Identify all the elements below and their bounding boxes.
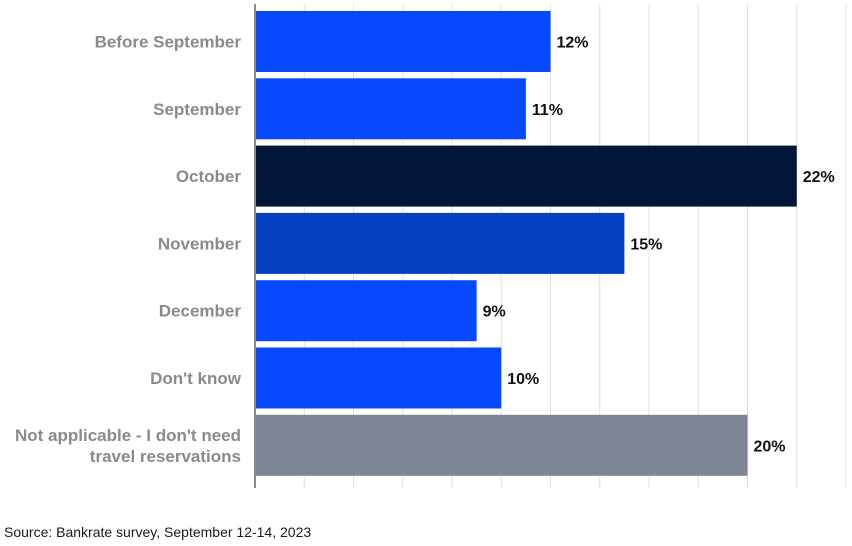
value-label: 11% <box>532 102 563 119</box>
bar <box>255 212 625 274</box>
value-label: 9% <box>483 304 506 321</box>
category-label-line: September <box>153 100 241 119</box>
bar <box>255 280 477 342</box>
category-label-line: Don't know <box>150 369 242 388</box>
value-label: 10% <box>507 371 539 388</box>
category-label: September <box>153 100 241 119</box>
value-label: 22% <box>803 169 835 186</box>
value-label: 15% <box>630 236 662 253</box>
category-label: November <box>158 234 242 253</box>
category-label: Not applicable - I don't need travel rese… <box>15 426 241 466</box>
bar <box>255 145 797 207</box>
category-label-line: travel reservations <box>90 447 241 466</box>
bar <box>255 414 748 476</box>
bars <box>255 11 797 476</box>
category-label-line: November <box>158 234 242 253</box>
value-label: 12% <box>557 35 589 52</box>
category-label: October <box>176 167 242 186</box>
category-label: Don't know <box>150 369 242 388</box>
value-labels: 12% 11% 22% 15% 9% 10% 20% <box>483 35 835 456</box>
category-label: Before September <box>95 33 242 52</box>
bar <box>255 11 551 72</box>
category-label: December <box>159 302 242 321</box>
value-label: 20% <box>754 438 786 455</box>
category-labels: Before September September October November… <box>15 33 242 466</box>
category-label-line: October <box>176 167 242 186</box>
bar <box>255 78 526 140</box>
category-label-line: December <box>159 302 242 321</box>
category-label-line: Not applicable - I don't need <box>15 426 241 445</box>
source-note: Source: Bankrate survey, September 12-14… <box>4 524 312 540</box>
bar <box>255 347 502 409</box>
category-label-line: Before September <box>95 33 242 52</box>
